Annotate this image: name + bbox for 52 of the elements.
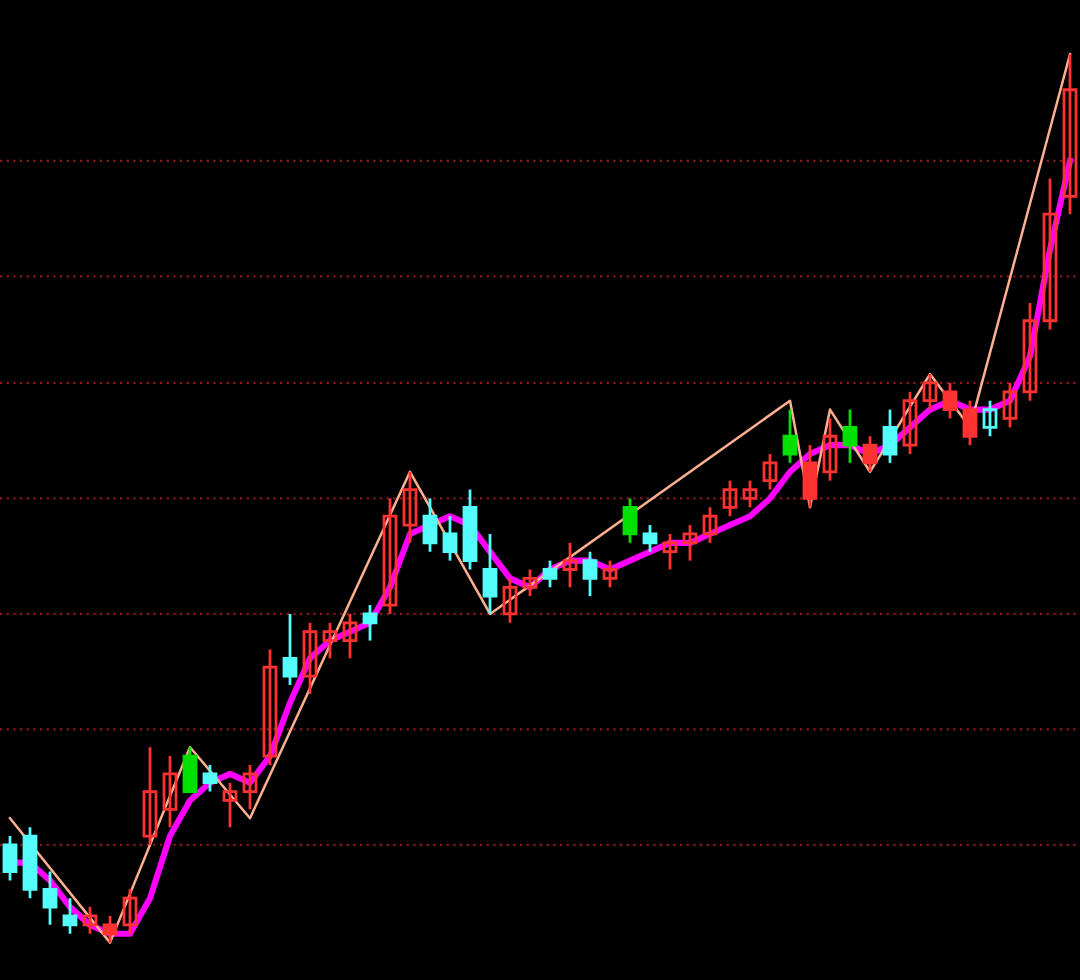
candlestick <box>922 372 938 411</box>
candlestick <box>242 763 258 811</box>
candlestick <box>682 523 698 562</box>
candlestick <box>962 399 978 447</box>
candlestick <box>762 452 778 491</box>
candlestick <box>342 612 358 660</box>
candlestick <box>602 559 618 589</box>
candlestick <box>742 479 758 509</box>
candlestick <box>862 434 878 474</box>
candlestick <box>202 763 218 793</box>
candlestick <box>162 754 178 829</box>
candlestick <box>402 470 418 545</box>
candlestick <box>982 399 998 438</box>
candlestick <box>1002 381 1018 429</box>
candlestick <box>722 479 738 518</box>
candlestick <box>802 443 818 509</box>
candlestick <box>82 905 98 936</box>
candlestick <box>362 603 378 642</box>
candlestick <box>1022 301 1038 403</box>
candlestick <box>422 497 438 554</box>
candlestick <box>262 648 278 767</box>
candlestick <box>542 559 558 589</box>
candlestick <box>642 523 658 554</box>
candlestick <box>562 541 578 589</box>
candlestick <box>62 896 78 936</box>
candlestick <box>222 781 238 829</box>
candlestick <box>662 532 678 571</box>
candlestick <box>622 497 638 545</box>
candlestick <box>1042 177 1058 332</box>
candlestick <box>1062 52 1078 216</box>
candlestick <box>502 576 518 625</box>
candlestick <box>142 745 158 847</box>
candlestick <box>842 408 858 465</box>
candlestick <box>782 408 798 465</box>
candlestick <box>182 745 198 793</box>
candlestick <box>302 621 318 696</box>
candlestick <box>122 887 138 936</box>
candlestick <box>702 505 718 545</box>
candlestick <box>442 514 458 562</box>
candlestick <box>322 621 338 660</box>
candlestick <box>882 408 898 465</box>
candlestick <box>282 612 298 687</box>
candlestick <box>822 417 838 483</box>
candlestick <box>102 914 118 945</box>
candlestick <box>42 870 58 927</box>
candlestick <box>482 532 498 616</box>
candlestick <box>582 550 598 598</box>
candlestick <box>902 390 918 456</box>
candlestick <box>522 568 538 598</box>
candlestick <box>942 381 958 420</box>
candlestick <box>2 834 18 882</box>
candlestick <box>382 497 398 616</box>
